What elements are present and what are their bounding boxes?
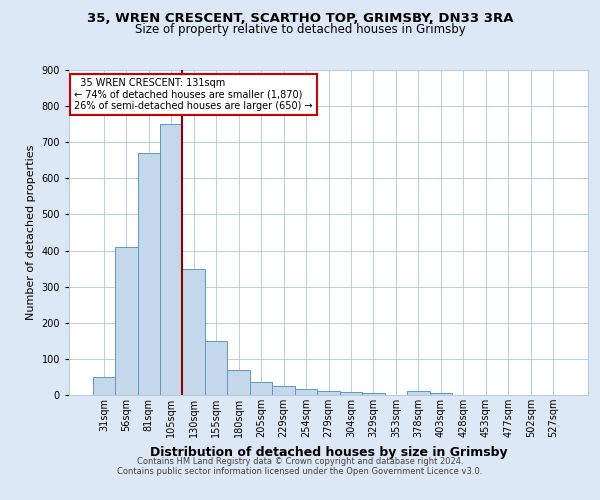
Text: Size of property relative to detached houses in Grimsby: Size of property relative to detached ho…: [134, 23, 466, 36]
Text: 35, WREN CRESCENT, SCARTHO TOP, GRIMSBY, DN33 3RA: 35, WREN CRESCENT, SCARTHO TOP, GRIMSBY,…: [87, 12, 513, 26]
Bar: [92, 377, 115, 395]
Text: Contains HM Land Registry data © Crown copyright and database right 2024.: Contains HM Land Registry data © Crown c…: [137, 458, 463, 466]
Bar: [115, 247, 137, 395]
Bar: [272, 386, 295, 395]
Bar: [137, 153, 160, 395]
Y-axis label: Number of detached properties: Number of detached properties: [26, 145, 36, 320]
Bar: [160, 124, 182, 395]
Bar: [362, 393, 385, 395]
Bar: [182, 268, 205, 395]
Bar: [407, 392, 430, 395]
Bar: [317, 392, 340, 395]
Bar: [430, 393, 452, 395]
X-axis label: Distribution of detached houses by size in Grimsby: Distribution of detached houses by size …: [149, 446, 508, 458]
Text: 35 WREN CRESCENT: 131sqm
← 74% of detached houses are smaller (1,870)
26% of sem: 35 WREN CRESCENT: 131sqm ← 74% of detach…: [74, 78, 313, 112]
Bar: [205, 341, 227, 395]
Bar: [340, 392, 362, 395]
Bar: [227, 370, 250, 395]
Text: Contains public sector information licensed under the Open Government Licence v3: Contains public sector information licen…: [118, 466, 482, 475]
Bar: [295, 388, 317, 395]
Bar: [250, 382, 272, 395]
